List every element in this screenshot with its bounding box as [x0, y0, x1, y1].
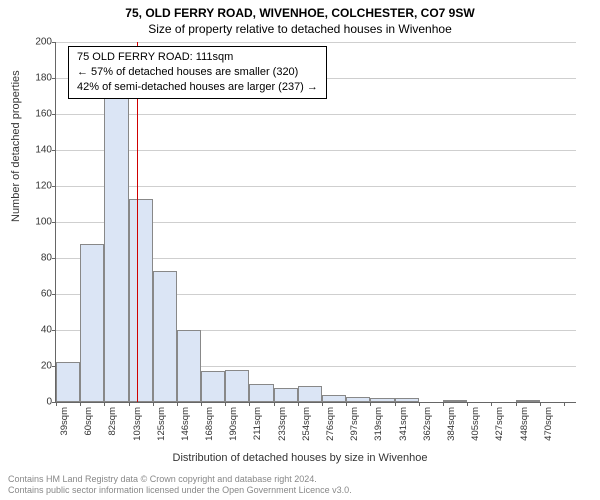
x-tick-label: 405sqm: [470, 407, 481, 447]
x-tick-label: 211sqm: [252, 407, 263, 447]
x-tick-mark: [322, 402, 323, 406]
histogram-bar: [346, 397, 370, 402]
grid-line: [56, 114, 576, 115]
y-tick-mark: [52, 78, 56, 79]
x-tick-mark: [201, 402, 202, 406]
chart-title-sub: Size of property relative to detached ho…: [0, 20, 600, 36]
footer-attribution: Contains HM Land Registry data © Crown c…: [8, 474, 352, 497]
x-tick-mark: [443, 402, 444, 406]
x-tick-label: 103sqm: [132, 407, 143, 447]
x-tick-mark: [249, 402, 250, 406]
histogram-bar: [298, 386, 322, 402]
footer-line-1: Contains HM Land Registry data © Crown c…: [8, 474, 352, 485]
x-tick-mark: [467, 402, 468, 406]
y-tick-label: 180: [24, 73, 52, 84]
grid-line: [56, 186, 576, 187]
x-tick-label: 470sqm: [543, 407, 554, 447]
x-tick-mark: [177, 402, 178, 406]
y-tick-label: 160: [24, 109, 52, 120]
grid-line: [56, 42, 576, 43]
histogram-bar: [201, 371, 225, 402]
x-tick-mark: [346, 402, 347, 406]
y-tick-mark: [52, 114, 56, 115]
x-tick-mark: [104, 402, 105, 406]
y-tick-label: 80: [24, 253, 52, 264]
y-tick-label: 100: [24, 217, 52, 228]
x-tick-mark: [225, 402, 226, 406]
histogram-bar: [177, 330, 201, 402]
histogram-bar: [370, 398, 394, 402]
info-box: 75 OLD FERRY ROAD: 111sqm ← 57% of detac…: [68, 46, 327, 99]
histogram-bar: [80, 244, 104, 402]
info-line-2: ← 57% of detached houses are smaller (32…: [77, 65, 318, 80]
x-axis-label: Distribution of detached houses by size …: [0, 452, 600, 464]
x-tick-label: 427sqm: [494, 407, 505, 447]
histogram-bar: [56, 362, 80, 402]
x-tick-label: 319sqm: [373, 407, 384, 447]
y-tick-label: 120: [24, 181, 52, 192]
y-tick-mark: [52, 150, 56, 151]
x-tick-mark: [298, 402, 299, 406]
x-tick-label: 125sqm: [156, 407, 167, 447]
x-tick-mark: [80, 402, 81, 406]
chart-title-main: 75, OLD FERRY ROAD, WIVENHOE, COLCHESTER…: [0, 0, 600, 20]
y-tick-mark: [52, 42, 56, 43]
x-tick-mark: [419, 402, 420, 406]
histogram-bar: [443, 400, 467, 402]
grid-line: [56, 150, 576, 151]
y-tick-mark: [52, 294, 56, 295]
y-tick-mark: [52, 222, 56, 223]
x-tick-label: 190sqm: [228, 407, 239, 447]
x-tick-mark: [370, 402, 371, 406]
y-tick-label: 40: [24, 325, 52, 336]
x-tick-label: 60sqm: [83, 407, 94, 447]
histogram-bar: [249, 384, 273, 402]
x-tick-label: 384sqm: [446, 407, 457, 447]
x-tick-label: 341sqm: [398, 407, 409, 447]
histogram-bar: [153, 271, 177, 402]
x-tick-mark: [491, 402, 492, 406]
y-tick-mark: [52, 330, 56, 331]
x-tick-label: 254sqm: [301, 407, 312, 447]
x-tick-label: 233sqm: [277, 407, 288, 447]
x-tick-label: 297sqm: [349, 407, 360, 447]
histogram-bar: [322, 395, 346, 402]
x-tick-label: 82sqm: [107, 407, 118, 447]
x-tick-mark: [564, 402, 565, 406]
y-axis-label: Number of detached properties: [10, 70, 22, 222]
x-tick-label: 362sqm: [422, 407, 433, 447]
x-tick-label: 276sqm: [325, 407, 336, 447]
histogram-bar: [395, 398, 419, 402]
histogram-bar: [274, 388, 298, 402]
footer-line-2: Contains public sector information licen…: [8, 485, 352, 496]
x-tick-mark: [56, 402, 57, 406]
histogram-bar: [516, 400, 540, 402]
histogram-bar: [225, 370, 249, 402]
x-tick-label: 146sqm: [180, 407, 191, 447]
y-tick-label: 60: [24, 289, 52, 300]
y-tick-label: 20: [24, 361, 52, 372]
y-tick-mark: [52, 186, 56, 187]
x-tick-label: 448sqm: [519, 407, 530, 447]
y-tick-label: 140: [24, 145, 52, 156]
x-tick-mark: [129, 402, 130, 406]
x-tick-mark: [153, 402, 154, 406]
histogram-bar: [129, 199, 153, 402]
x-tick-mark: [395, 402, 396, 406]
x-tick-mark: [516, 402, 517, 406]
info-line-1: 75 OLD FERRY ROAD: 111sqm: [77, 50, 318, 65]
x-tick-label: 39sqm: [59, 407, 70, 447]
info-line-3: 42% of semi-detached houses are larger (…: [77, 80, 318, 95]
x-tick-label: 168sqm: [204, 407, 215, 447]
y-tick-mark: [52, 258, 56, 259]
x-tick-mark: [540, 402, 541, 406]
y-tick-label: 200: [24, 37, 52, 48]
x-tick-mark: [274, 402, 275, 406]
histogram-bar: [104, 64, 128, 402]
y-tick-label: 0: [24, 397, 52, 408]
